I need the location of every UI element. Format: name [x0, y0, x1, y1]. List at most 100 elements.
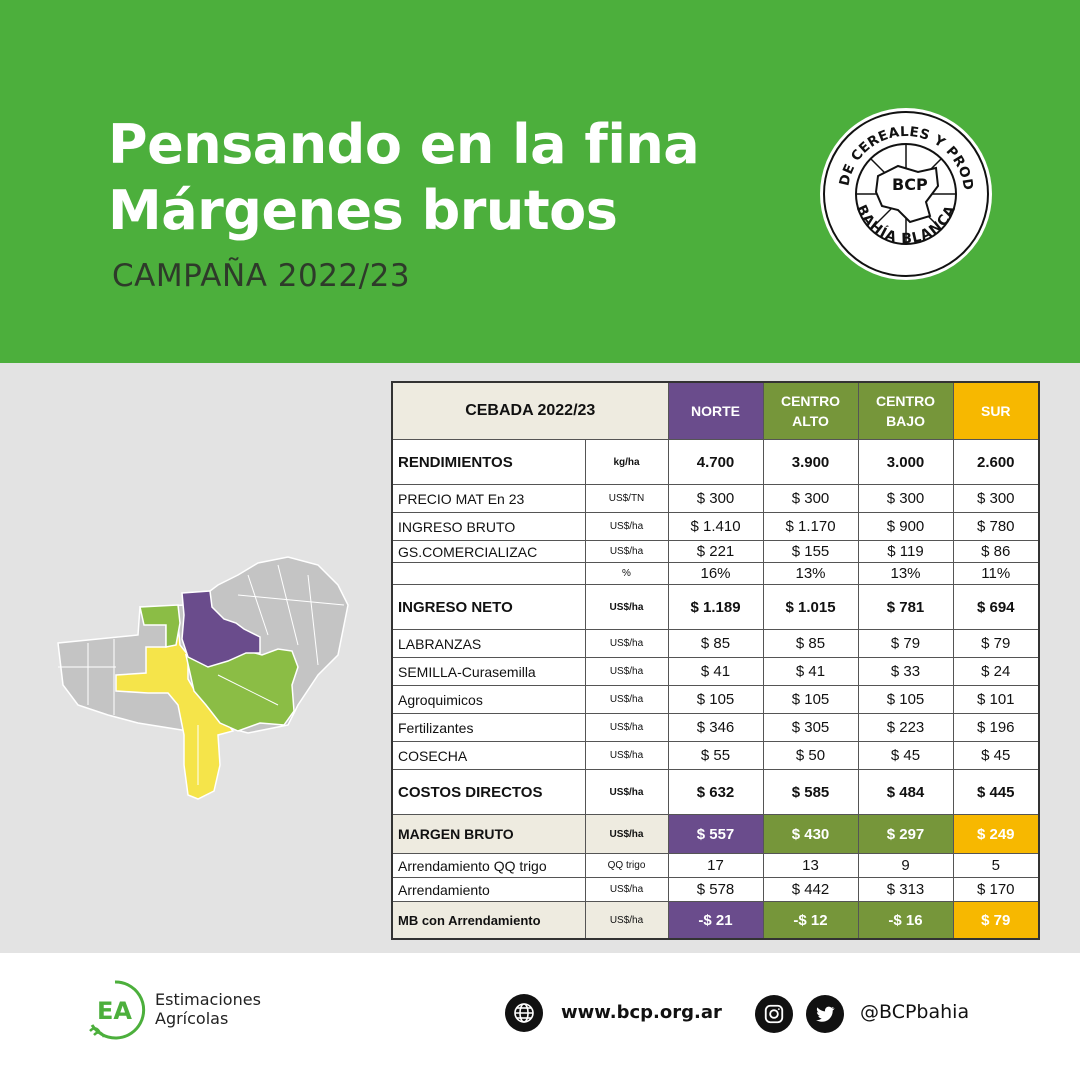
value-sur: $ 300 — [952, 484, 1040, 513]
table-row: COSECHA US$/ha $ 55 $ 50 $ 45 $ 45 — [391, 741, 1040, 770]
value-norte: $ 300 — [667, 484, 764, 513]
table-row: LABRANZAS US$/ha $ 85 $ 85 $ 79 $ 79 — [391, 629, 1040, 658]
value-centro-bajo: $ 45 — [857, 741, 954, 770]
row-unit: % — [584, 562, 669, 585]
value-norte: -$ 21 — [667, 901, 764, 940]
row-unit: QQ trigo — [584, 853, 669, 878]
value-sur: 2.600 — [952, 439, 1040, 485]
value-norte: $ 221 — [667, 540, 764, 563]
row-label: GS.COMERCIALIZAC — [391, 540, 586, 563]
row-label: MB con Arrendamiento — [391, 901, 586, 940]
table-row: MB con Arrendamiento US$/ha -$ 21 -$ 12 -$ 1… — [391, 901, 1040, 940]
value-sur: 11% — [952, 562, 1040, 585]
row-label: LABRANZAS — [391, 629, 586, 658]
value-centro-bajo: $ 105 — [857, 685, 954, 714]
row-unit: US$/TN — [584, 484, 669, 513]
value-centro-alto: $ 1.170 — [762, 512, 859, 541]
table-row: INGRESO BRUTO US$/ha $ 1.410 $ 1.170 $ 900 $ … — [391, 512, 1040, 541]
row-label: Arrendamiento — [391, 877, 586, 902]
value-norte: $ 557 — [667, 814, 764, 854]
globe-icon[interactable] — [505, 994, 543, 1032]
value-sur: $ 79 — [952, 629, 1040, 658]
title-line-2: Márgenes brutos — [108, 179, 618, 242]
value-norte: 4.700 — [667, 439, 764, 485]
row-unit: US$/ha — [584, 814, 669, 854]
row-label: Fertilizantes — [391, 713, 586, 742]
value-centro-alto: $ 442 — [762, 877, 859, 902]
value-centro-alto: -$ 12 — [762, 901, 859, 940]
value-centro-alto: $ 585 — [762, 769, 859, 815]
value-centro-alto: 13% — [762, 562, 859, 585]
table-row: Fertilizantes US$/ha $ 346 $ 305 $ 223 $ 196 — [391, 713, 1040, 742]
table-row: PRECIO MAT En 23 US$/TN $ 300 $ 300 $ 300 $ 3… — [391, 484, 1040, 513]
brand-line-2: Agrícolas — [155, 1009, 229, 1028]
row-label: COSTOS DIRECTOS — [391, 769, 586, 815]
value-centro-alto: $ 105 — [762, 685, 859, 714]
ea-initials: EA — [97, 997, 132, 1025]
header-banner: Pensando en la fina Márgenes brutos CAMP… — [0, 0, 1080, 363]
value-sur: $ 79 — [952, 901, 1040, 940]
row-unit: US$/ha — [584, 512, 669, 541]
row-unit: kg/ha — [584, 439, 669, 485]
table-row: % 16% 13% 13% 11% — [391, 562, 1040, 585]
value-norte: $ 346 — [667, 713, 764, 742]
row-label: SEMILLA-Curasemilla — [391, 657, 586, 686]
value-centro-bajo: $ 223 — [857, 713, 954, 742]
website-link[interactable]: www.bcp.org.ar — [561, 1002, 722, 1023]
table-row: Arrendamiento US$/ha $ 578 $ 442 $ 313 $ 170 — [391, 877, 1040, 902]
value-centro-alto: $ 85 — [762, 629, 859, 658]
value-norte: $ 41 — [667, 657, 764, 686]
twitter-icon[interactable] — [806, 995, 844, 1033]
value-centro-bajo: $ 484 — [857, 769, 954, 815]
value-sur: $ 101 — [952, 685, 1040, 714]
instagram-icon[interactable] — [755, 995, 793, 1033]
row-unit: US$/ha — [584, 629, 669, 658]
row-label: COSECHA — [391, 741, 586, 770]
value-sur: $ 86 — [952, 540, 1040, 563]
bcp-seal-logo: BCP BOLSA DE CEREALES Y PRODUCTOS BAHÍA … — [818, 106, 992, 280]
row-label: INGRESO BRUTO — [391, 512, 586, 541]
value-centro-bajo: $ 313 — [857, 877, 954, 902]
value-sur: $ 780 — [952, 512, 1040, 541]
row-unit: US$/ha — [584, 713, 669, 742]
row-unit: US$/ha — [584, 657, 669, 686]
value-centro-alto: $ 50 — [762, 741, 859, 770]
value-sur: $ 24 — [952, 657, 1040, 686]
value-norte: $ 55 — [667, 741, 764, 770]
value-norte: $ 105 — [667, 685, 764, 714]
row-label: PRECIO MAT En 23 — [391, 484, 586, 513]
value-sur: $ 170 — [952, 877, 1040, 902]
table-row: Arrendamiento QQ trigo QQ trigo 17 13 9 5 — [391, 853, 1040, 878]
region-header-sur: SUR — [952, 381, 1040, 440]
table-row: Agroquimicos US$/ha $ 105 $ 105 $ 105 $ 101 — [391, 685, 1040, 714]
page-title: Pensando en la fina Márgenes brutos — [108, 112, 700, 244]
value-centro-bajo: $ 79 — [857, 629, 954, 658]
title-line-1: Pensando en la fina — [108, 113, 700, 176]
region-header-centro-alto: CENTRO ALTO — [762, 381, 859, 440]
table-row: GS.COMERCIALIZAC US$/ha $ 221 $ 155 $ 119 $ 8… — [391, 540, 1040, 563]
value-centro-bajo: $ 781 — [857, 584, 954, 630]
region-header-norte: NORTE — [667, 381, 764, 440]
value-centro-alto: $ 430 — [762, 814, 859, 854]
table-header-row: CEBADA 2022/23 NORTE CENTRO ALTO CENTRO … — [391, 381, 1040, 440]
value-centro-alto: 3.900 — [762, 439, 859, 485]
map-region-norte — [181, 590, 261, 668]
value-centro-bajo: $ 297 — [857, 814, 954, 854]
table-title: CEBADA 2022/23 — [391, 381, 669, 440]
value-centro-bajo: $ 119 — [857, 540, 954, 563]
value-norte: $ 632 — [667, 769, 764, 815]
value-centro-bajo: 3.000 — [857, 439, 954, 485]
brand-line-1: Estimaciones — [155, 990, 261, 1009]
row-unit: US$/ha — [584, 901, 669, 940]
value-sur: 5 — [952, 853, 1040, 878]
value-norte: 16% — [667, 562, 764, 585]
value-centro-bajo: $ 33 — [857, 657, 954, 686]
value-centro-bajo: -$ 16 — [857, 901, 954, 940]
social-handle[interactable]: @BCPbahia — [860, 1001, 970, 1023]
value-centro-bajo: $ 900 — [857, 512, 954, 541]
row-unit: US$/ha — [584, 540, 669, 563]
value-centro-alto: $ 300 — [762, 484, 859, 513]
value-centro-alto: $ 41 — [762, 657, 859, 686]
row-unit: US$/ha — [584, 584, 669, 630]
campaign-subtitle: CAMPAÑA 2022/23 — [112, 258, 411, 294]
